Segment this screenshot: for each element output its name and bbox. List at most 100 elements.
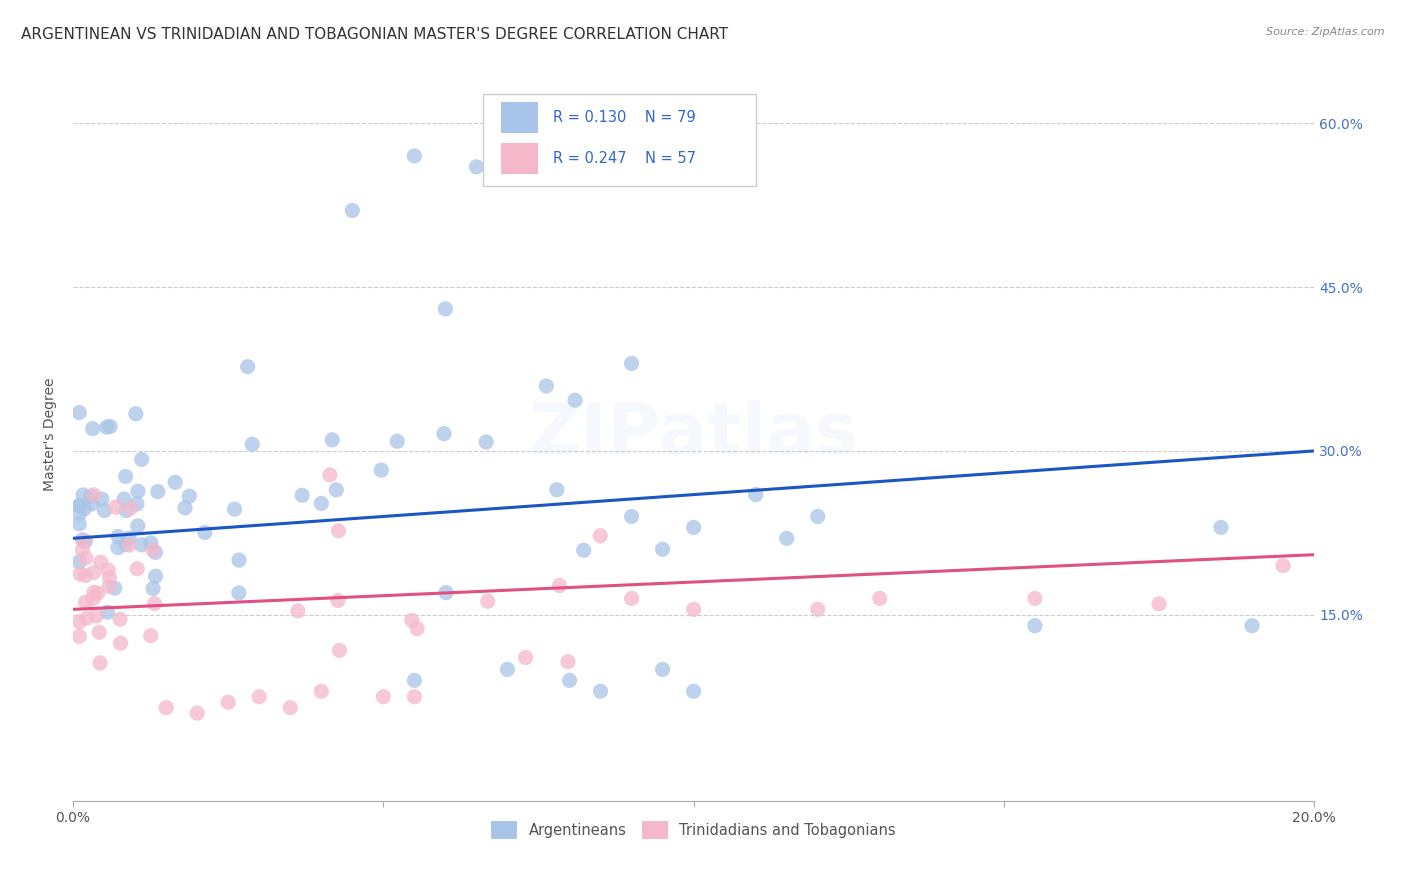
Point [620, 357, 643, 371]
Point [72, 533, 94, 547]
Point [98, 419, 121, 434]
Point [807, 509, 830, 524]
Point [89, 625, 111, 640]
Point [224, 502, 246, 516]
Point [67, 500, 90, 514]
Point [76, 611, 98, 625]
Point [291, 488, 314, 502]
Point [90, 491, 112, 506]
Point [83, 488, 105, 502]
Point [620, 591, 643, 606]
Point [75, 534, 97, 549]
Point [110, 636, 132, 650]
Point [125, 497, 148, 511]
Point [404, 149, 426, 163]
Point [572, 543, 595, 558]
Point [67, 629, 90, 643]
Point [651, 542, 673, 557]
Point [107, 529, 129, 543]
Point [179, 489, 201, 503]
Point [97, 563, 120, 577]
Point [67, 615, 90, 629]
Point [682, 520, 704, 534]
Point [145, 569, 167, 583]
Point [589, 529, 612, 543]
Point [558, 673, 581, 688]
Point [73, 534, 96, 549]
Point [89, 656, 111, 670]
Point [127, 518, 149, 533]
Point [75, 568, 97, 582]
Point [1272, 558, 1295, 573]
Point [475, 434, 498, 449]
Point [321, 433, 343, 447]
Point [1209, 520, 1232, 534]
Point [328, 524, 350, 538]
Point [98, 580, 121, 594]
Point [194, 525, 217, 540]
Point [404, 673, 426, 688]
Point [434, 585, 457, 599]
Point [114, 537, 136, 551]
Point [127, 562, 149, 576]
Text: Source: ZipAtlas.com: Source: ZipAtlas.com [1267, 27, 1385, 37]
Point [80, 497, 103, 511]
Point [107, 541, 129, 555]
Point [387, 434, 409, 449]
Point [90, 555, 112, 569]
Point [72, 543, 94, 558]
Point [80, 489, 103, 503]
Point [247, 690, 270, 704]
Point [118, 531, 141, 545]
Point [96, 420, 118, 434]
Text: R = 0.130    N = 79: R = 0.130 N = 79 [554, 111, 696, 125]
Point [114, 469, 136, 483]
Legend: Argentineans, Trinidadians and Tobagonians: Argentineans, Trinidadians and Tobagonia… [485, 815, 901, 845]
Point [342, 203, 364, 218]
Point [217, 695, 239, 709]
Point [82, 591, 104, 606]
Point [311, 496, 333, 510]
Point [143, 597, 166, 611]
Point [370, 463, 392, 477]
FancyBboxPatch shape [502, 143, 538, 174]
Point [131, 452, 153, 467]
Point [142, 582, 165, 596]
Point [125, 407, 148, 421]
Point [67, 555, 90, 569]
Point [536, 379, 558, 393]
Point [465, 160, 488, 174]
FancyBboxPatch shape [482, 95, 755, 186]
Point [278, 700, 301, 714]
Point [155, 700, 177, 714]
Point [145, 545, 167, 559]
Y-axis label: Master's Degree: Master's Degree [44, 378, 58, 491]
Point [67, 406, 90, 420]
Point [682, 602, 704, 616]
Point [404, 690, 426, 704]
Point [139, 536, 162, 550]
Point [433, 426, 456, 441]
Point [744, 488, 766, 502]
Point [139, 629, 162, 643]
Point [546, 483, 568, 497]
Point [564, 393, 586, 408]
Point [477, 594, 499, 608]
Point [104, 581, 127, 595]
Point [401, 613, 423, 627]
Point [406, 622, 429, 636]
Point [112, 491, 135, 506]
Point [682, 684, 704, 698]
Point [228, 553, 250, 567]
Point [174, 500, 197, 515]
Point [496, 662, 519, 676]
Point [142, 543, 165, 558]
Text: ZIPatlas: ZIPatlas [529, 400, 859, 469]
Point [311, 684, 333, 698]
Point [326, 593, 349, 607]
Point [186, 706, 208, 720]
Point [325, 483, 347, 497]
Point [127, 484, 149, 499]
Point [98, 571, 121, 585]
Point [589, 684, 612, 698]
